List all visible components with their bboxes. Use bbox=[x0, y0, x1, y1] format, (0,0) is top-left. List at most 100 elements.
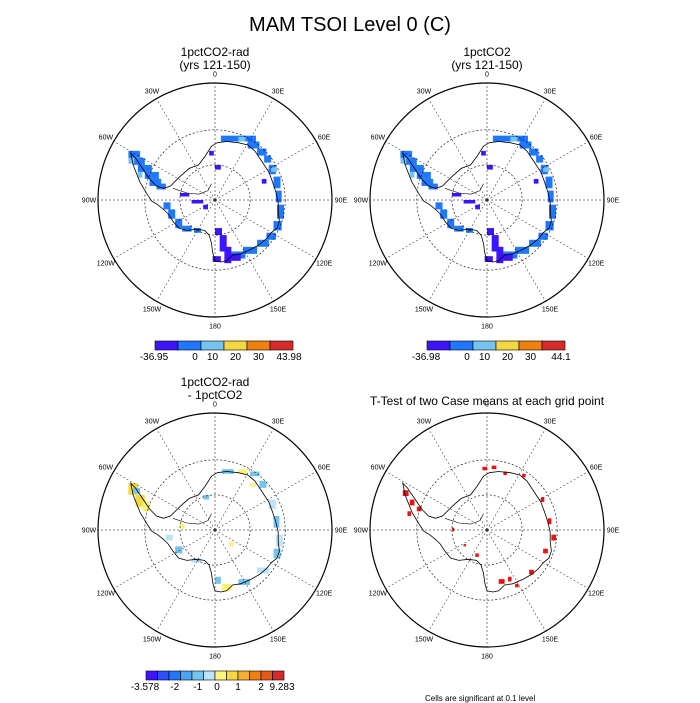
field-cell bbox=[144, 171, 159, 179]
field-cell bbox=[137, 164, 152, 172]
ice-shelf-line bbox=[172, 183, 212, 195]
longitude-line bbox=[214, 141, 317, 201]
longitude-label: 90E bbox=[607, 198, 620, 205]
colorbar-label: 10 bbox=[479, 352, 491, 363]
colorbar-label: 9.283 bbox=[269, 682, 294, 693]
longitude-line bbox=[385, 199, 488, 259]
field-cell bbox=[257, 148, 267, 156]
field-cell bbox=[519, 141, 532, 149]
longitude-label: 60W bbox=[99, 465, 114, 472]
field-cell bbox=[447, 218, 455, 229]
latitude-circle bbox=[416, 129, 558, 271]
colorbar-box bbox=[272, 670, 285, 681]
panel-1-title-line1: 1pctCO2-rad bbox=[180, 45, 250, 59]
significant-cell bbox=[498, 579, 505, 584]
colorbar-box bbox=[472, 340, 497, 351]
colorbar-label: 20 bbox=[502, 352, 514, 363]
colorbar-label: 0 bbox=[192, 352, 198, 363]
field-cell bbox=[400, 150, 413, 158]
colorbar-2: -36.98 0 10 20 30 44.1 bbox=[412, 340, 571, 363]
colorbar-3: -3.578 -2 -1 0 1 2 9.283 bbox=[131, 670, 295, 693]
colorbar-box bbox=[145, 670, 158, 681]
longitude-line bbox=[428, 428, 488, 531]
longitude-label: 90W bbox=[354, 528, 369, 535]
field-cell bbox=[545, 176, 553, 189]
colorbar-box bbox=[177, 340, 202, 351]
longitude-label: 90E bbox=[335, 198, 348, 205]
longitude-label: 60E bbox=[590, 465, 603, 472]
longitude-label: 180 bbox=[209, 324, 221, 331]
longitude-line bbox=[486, 141, 589, 201]
field-cell bbox=[405, 157, 417, 165]
significant-cell bbox=[540, 497, 545, 502]
longitude-label: 120W bbox=[369, 591, 388, 598]
longitude-label: 150W bbox=[415, 637, 434, 644]
field-cell bbox=[533, 178, 539, 184]
field-cell bbox=[491, 235, 499, 252]
longitude-label: 150E bbox=[270, 637, 287, 644]
significant-cell bbox=[515, 583, 519, 588]
longitude-label: 150E bbox=[542, 307, 559, 314]
significant-cell bbox=[402, 490, 409, 497]
longitude-label: 120W bbox=[369, 261, 388, 268]
significant-cell bbox=[475, 553, 479, 557]
colorbar-box bbox=[260, 670, 273, 681]
field-cell bbox=[156, 183, 166, 190]
map-field bbox=[400, 135, 557, 264]
colorbar-label: 44.1 bbox=[551, 352, 571, 363]
field-cell bbox=[257, 239, 269, 247]
field-cell bbox=[409, 164, 424, 172]
field-cell bbox=[529, 239, 541, 247]
colorbar-box bbox=[226, 670, 239, 681]
map-frame bbox=[97, 82, 333, 318]
field-cell bbox=[229, 253, 241, 261]
field-cell bbox=[529, 148, 539, 156]
field-cell bbox=[250, 471, 260, 477]
latitude-circle bbox=[144, 129, 286, 271]
map-field bbox=[402, 465, 557, 593]
panel-4-title-line1: T-Test of two Case means at each grid po… bbox=[369, 394, 605, 408]
field-cell bbox=[215, 576, 221, 584]
panel-4-title: T-Test of two Case means at each grid po… bbox=[337, 395, 637, 408]
field-cell bbox=[549, 204, 557, 219]
longitude-line bbox=[486, 98, 546, 201]
longitude-line bbox=[214, 471, 317, 531]
longitude-line bbox=[113, 199, 216, 259]
longitude-line bbox=[486, 529, 546, 632]
polar-map-3: 0 30E 60E 90E 120E 150E 180 150W 120W 90W 60W 30W bbox=[82, 402, 348, 661]
longitude-line bbox=[385, 141, 488, 201]
field-cell bbox=[191, 558, 201, 563]
longitude-label: 180 bbox=[481, 654, 493, 661]
longitude-label: 120E bbox=[588, 591, 605, 598]
longitude-line bbox=[214, 199, 317, 259]
field-cell bbox=[475, 204, 480, 210]
coastline bbox=[130, 471, 280, 593]
latitude-circle bbox=[179, 494, 251, 566]
longitude-label: 90E bbox=[607, 528, 620, 535]
field-cell bbox=[135, 494, 145, 507]
colorbar-box bbox=[495, 340, 520, 351]
colorbar-box bbox=[223, 340, 248, 351]
polar-map-1: 0 30E 60E 90E 120E 150E 180 150W 120W 90W 60W 30W bbox=[82, 72, 348, 331]
significant-cell bbox=[503, 471, 507, 476]
panel-2-title-line2: (yrs 121-150) bbox=[451, 58, 523, 72]
colorbar-box bbox=[249, 670, 262, 681]
colorbar-box bbox=[541, 340, 566, 351]
polar-map-4: 0 30E 60E 90E 120E 150E 180 150W 120W 90W 60W 30W bbox=[354, 402, 620, 661]
field-cell bbox=[268, 499, 276, 509]
field-cell bbox=[484, 256, 493, 263]
field-cell bbox=[416, 171, 431, 179]
longitude-line bbox=[486, 471, 589, 531]
colorbar-box bbox=[191, 670, 204, 681]
longitude-line bbox=[113, 529, 216, 589]
colorbar-label: 1 bbox=[235, 682, 241, 693]
field-cell bbox=[543, 167, 550, 172]
longitude-line bbox=[486, 199, 589, 259]
field-cell bbox=[277, 204, 285, 219]
longitude-label: 0 bbox=[485, 402, 489, 409]
significant-cell bbox=[409, 499, 415, 506]
colorbar-label: -1 bbox=[193, 682, 202, 693]
field-cell bbox=[175, 546, 183, 554]
longitude-label: 60E bbox=[318, 465, 331, 472]
field-cell bbox=[238, 469, 248, 474]
